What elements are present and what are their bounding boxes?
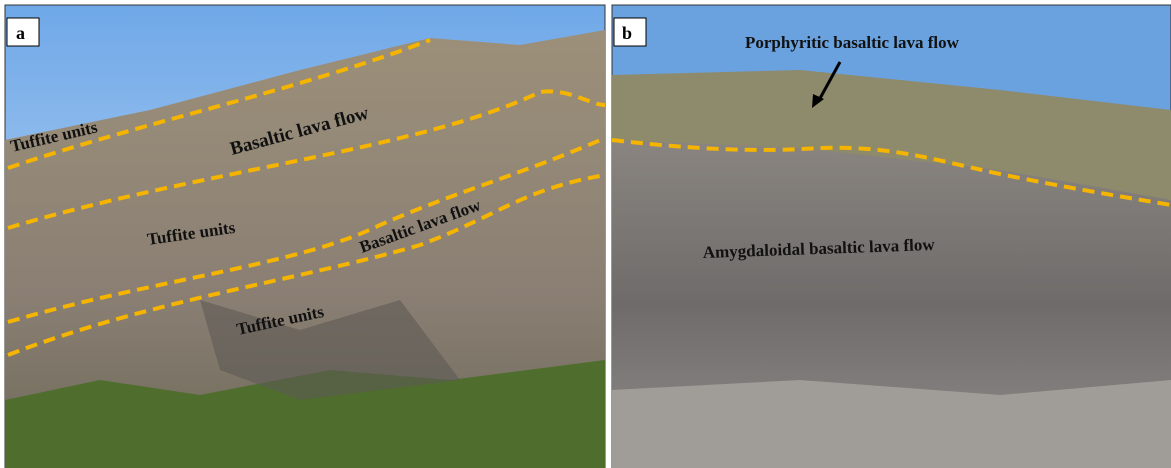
panel-label-box bbox=[613, 17, 647, 47]
contact-line bbox=[7, 38, 431, 170]
panel-a: a Tuffite units Basaltic lava flow Tuffi… bbox=[4, 4, 606, 468]
panel-label: a bbox=[16, 23, 25, 43]
contact-line bbox=[7, 89, 606, 230]
boulders bbox=[612, 380, 1171, 468]
annotation: Porphyritic basaltic lava flow bbox=[745, 33, 960, 52]
arrow-head bbox=[812, 94, 824, 108]
rock-outcrop bbox=[200, 300, 460, 400]
arrow bbox=[816, 61, 842, 103]
panel-label-box bbox=[6, 17, 40, 47]
vegetation bbox=[5, 360, 605, 468]
contact-line bbox=[7, 173, 606, 357]
panel-label: b bbox=[622, 23, 632, 43]
hillside bbox=[5, 30, 605, 468]
contact-line bbox=[7, 136, 606, 324]
panel-b: b Porphyritic basaltic lava flow Amygdal… bbox=[611, 4, 1171, 468]
